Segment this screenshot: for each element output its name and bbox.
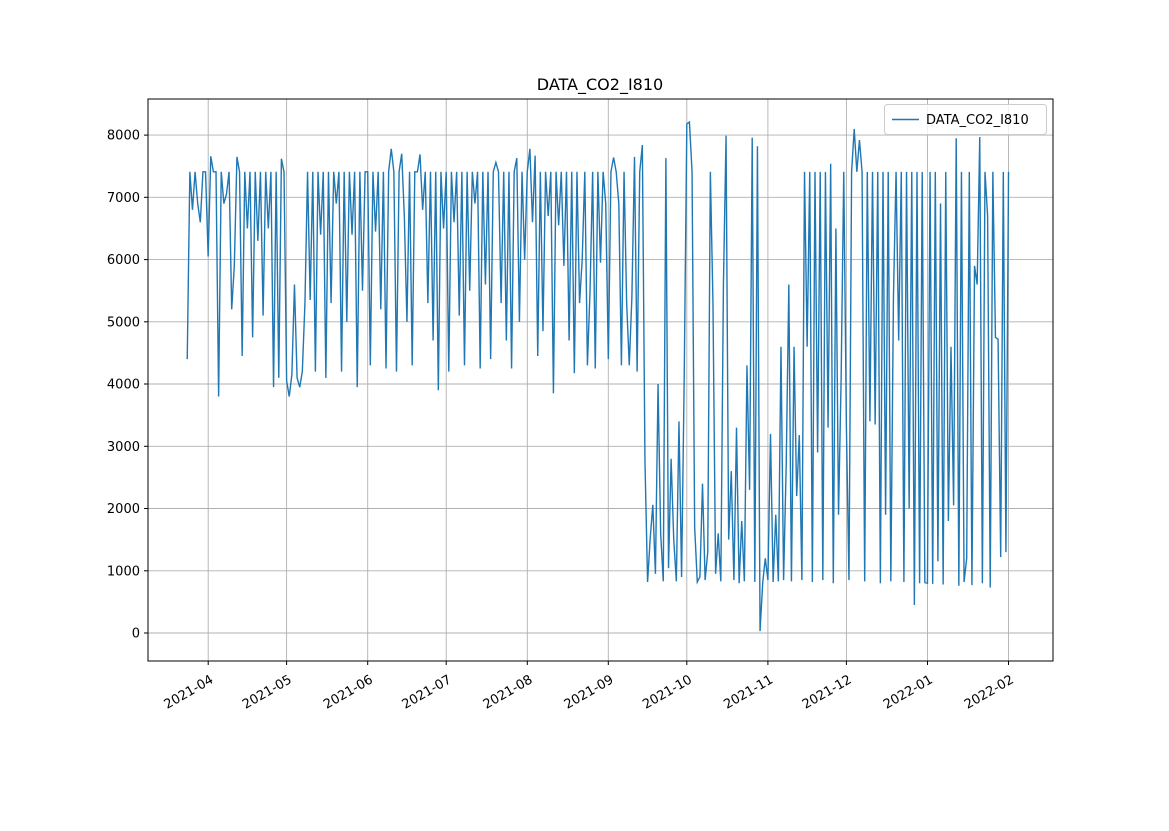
x-tick-label: 2021-08 <box>481 672 536 712</box>
legend-label: DATA_CO2_I810 <box>926 113 1029 128</box>
chart-title: DATA_CO2_I810 <box>537 75 663 95</box>
y-tick-label: 8000 <box>107 129 140 144</box>
y-tick-label: 0 <box>132 627 140 642</box>
x-tick-label: 2021-09 <box>562 672 617 712</box>
y-tick-label: 2000 <box>107 502 140 517</box>
legend-box <box>884 104 1047 135</box>
x-tick-label: 2021-07 <box>400 672 455 712</box>
series-line <box>186 120 1010 632</box>
x-tick-label: 2021-11 <box>721 672 776 712</box>
y-tick-label: 6000 <box>107 253 140 268</box>
x-tick-label: 2021-12 <box>800 672 855 712</box>
x-tick-label: 2021-04 <box>162 672 217 712</box>
axes-spines <box>147 98 1054 662</box>
x-tick-label: 2021-06 <box>321 672 376 712</box>
y-tick-label: 5000 <box>107 315 140 330</box>
x-tick-label: 2021-10 <box>640 672 695 712</box>
x-tick-label: 2022-01 <box>881 672 936 712</box>
y-tick-label: 1000 <box>107 564 140 579</box>
y-tick-label: 4000 <box>107 378 140 393</box>
y-tick-label: 7000 <box>107 191 140 206</box>
x-tick-label: 2022-02 <box>962 672 1017 712</box>
y-tick-label: 3000 <box>107 440 140 455</box>
x-tick-label: 2021-05 <box>240 672 295 712</box>
plot-area: 0 1000 2000 3000 4000 5000 6000 7000 8000 2021-04… <box>107 98 1054 713</box>
legend: DATA_CO2_I810 <box>884 104 1047 135</box>
